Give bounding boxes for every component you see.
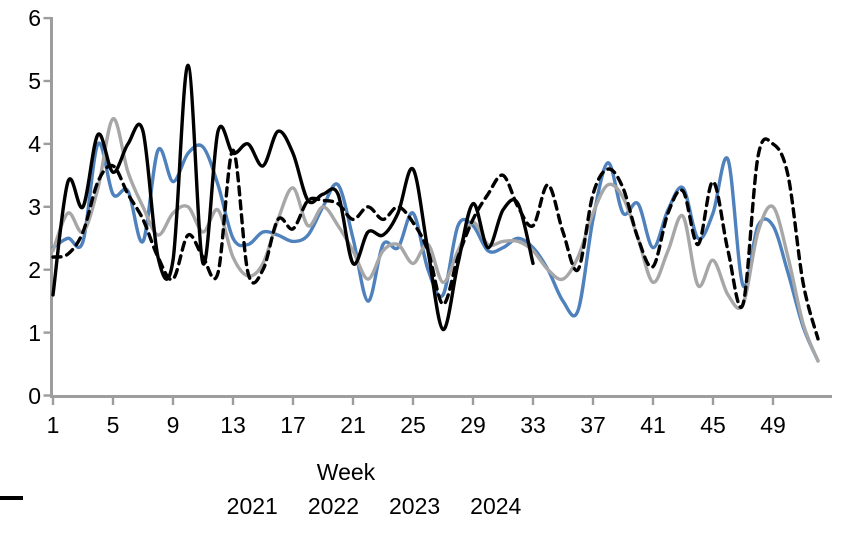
x-tick-label: 49 — [760, 412, 786, 438]
y-tick-label: 6 — [28, 5, 41, 32]
x-tick-label: 37 — [580, 412, 606, 438]
x-tick-label: 21 — [340, 412, 366, 438]
x-tick-label: 17 — [280, 412, 306, 438]
legend-item-2022[interactable]: 2022 — [0, 493, 359, 520]
series-line-2023 — [51, 137, 820, 341]
x-tick-label: 5 — [106, 412, 120, 438]
x-tick-label: 29 — [460, 412, 486, 438]
y-tick-label: 2 — [28, 256, 41, 283]
x-tick-label: 1 — [46, 412, 60, 438]
legend-item-2023[interactable]: 2023 — [0, 493, 441, 520]
series-line-2022 — [51, 116, 820, 363]
x-axis-title: Week — [316, 459, 376, 485]
legend-label: 2023 — [389, 493, 441, 519]
x-tick-label: 33 — [520, 412, 546, 438]
series-line-2024 — [51, 63, 535, 332]
x-tick-label: 45 — [700, 412, 726, 438]
legend-label: 2021 — [226, 493, 278, 519]
x-tick-label: 9 — [166, 412, 180, 438]
y-tick-label: 4 — [28, 130, 41, 157]
y-tick-label: 5 — [28, 68, 41, 94]
x-tick-label: 25 — [400, 412, 426, 438]
x-tick-label: 13 — [220, 412, 246, 438]
y-tick-label: 1 — [28, 319, 41, 346]
legend-label: 2024 — [470, 493, 522, 519]
legend-item-2024[interactable]: 2024 — [0, 493, 522, 520]
x-tick-label: 41 — [640, 412, 666, 438]
legend: 2021 2022 2023 2024 — [0, 493, 800, 520]
series-line-2021 — [51, 141, 820, 363]
y-tick-label: 0 — [28, 382, 41, 409]
y-tick-label: 3 — [28, 193, 41, 220]
legend-line-swatch — [0, 496, 23, 500]
legend-label: 2022 — [307, 493, 359, 519]
legend-item-2021[interactable]: 2021 — [0, 493, 278, 520]
